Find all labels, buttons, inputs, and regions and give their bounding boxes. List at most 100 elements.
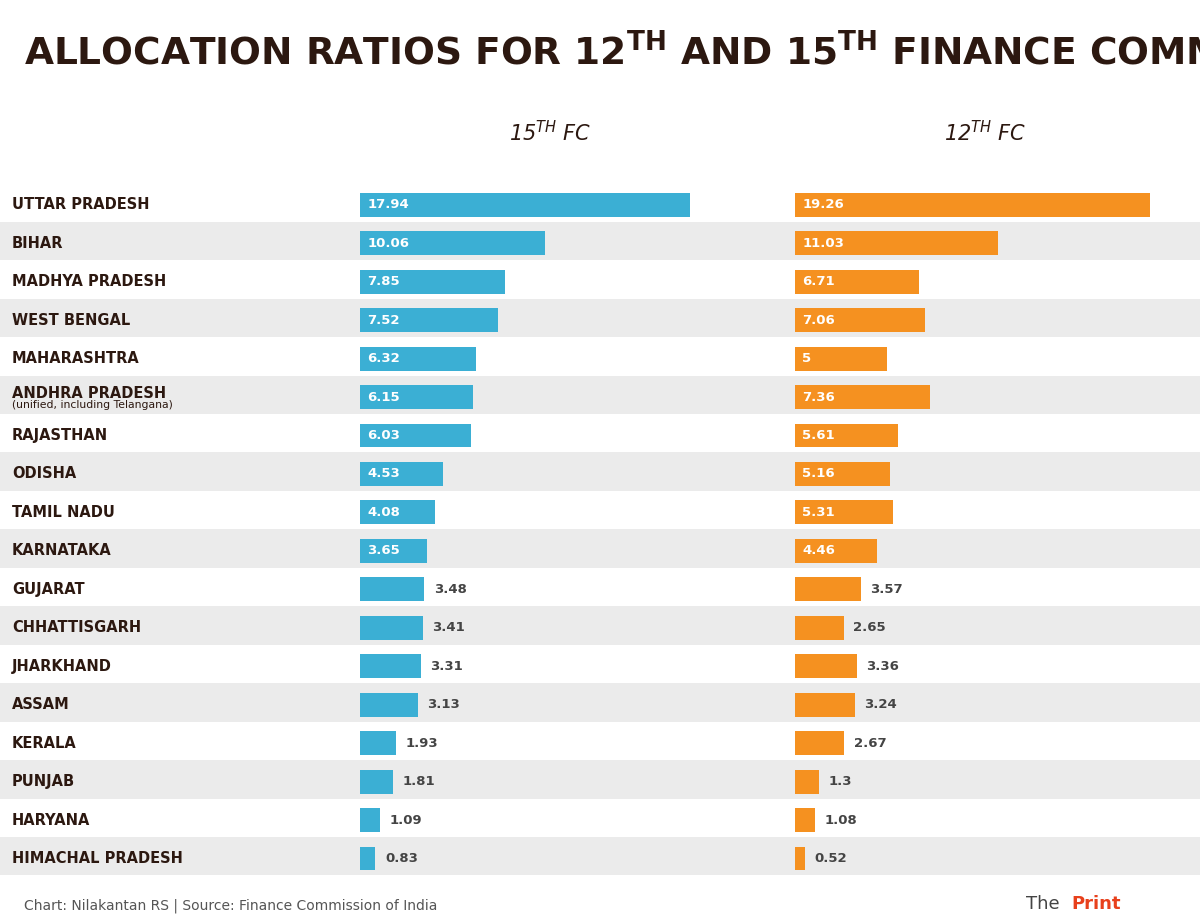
Bar [796, 270, 918, 294]
Text: UTTAR PRADESH: UTTAR PRADESH [12, 197, 150, 213]
Bar [360, 539, 427, 563]
Bar [0, 722, 1200, 760]
Text: 5.31: 5.31 [802, 506, 835, 519]
Bar [0, 337, 1200, 375]
Text: 5: 5 [802, 352, 811, 365]
Bar [796, 846, 804, 870]
Text: 12$^{\mathregular{TH}}$ FC: 12$^{\mathregular{TH}}$ FC [944, 120, 1027, 145]
Text: HARYANA: HARYANA [12, 812, 90, 828]
Bar [0, 760, 1200, 798]
Bar [360, 731, 396, 755]
Bar [360, 423, 472, 447]
Bar [0, 222, 1200, 261]
Bar [360, 462, 443, 486]
Text: 3.36: 3.36 [866, 660, 899, 673]
Text: 2.65: 2.65 [853, 621, 886, 634]
Bar [796, 654, 857, 678]
Text: 4.08: 4.08 [367, 506, 400, 519]
Bar [796, 808, 815, 832]
Text: 5.16: 5.16 [802, 468, 835, 480]
Bar [796, 770, 818, 794]
Bar [0, 606, 1200, 645]
Bar [360, 578, 424, 602]
Bar [796, 423, 899, 447]
Text: Print: Print [1072, 895, 1121, 913]
Text: HIMACHAL PRADESH: HIMACHAL PRADESH [12, 851, 182, 866]
Text: JHARKHAND: JHARKHAND [12, 659, 112, 674]
Bar [0, 453, 1200, 491]
Text: 6.03: 6.03 [367, 429, 400, 442]
Text: 3.41: 3.41 [432, 621, 466, 634]
Text: 7.06: 7.06 [802, 313, 835, 326]
Text: ANDHRA PRADESH: ANDHRA PRADESH [12, 385, 166, 401]
Text: 3.57: 3.57 [870, 583, 902, 596]
Text: KARNATAKA: KARNATAKA [12, 543, 112, 558]
Text: BIHAR: BIHAR [12, 236, 64, 250]
Bar [0, 261, 1200, 298]
Bar [0, 798, 1200, 837]
Bar [360, 501, 436, 524]
Text: 3.13: 3.13 [427, 699, 460, 711]
Bar [360, 616, 422, 639]
Text: 1.93: 1.93 [406, 736, 438, 749]
Text: 3.31: 3.31 [431, 660, 463, 673]
Bar [796, 731, 844, 755]
Bar [360, 693, 418, 717]
Bar [0, 183, 1200, 222]
Bar [360, 231, 545, 255]
Text: GUJARAT: GUJARAT [12, 582, 85, 597]
Text: TAMIL NADU: TAMIL NADU [12, 505, 115, 520]
Bar [796, 616, 844, 639]
Bar [0, 298, 1200, 337]
Bar [360, 770, 394, 794]
Text: 2.67: 2.67 [853, 736, 887, 749]
Text: MAHARASHTRA: MAHARASHTRA [12, 351, 139, 366]
Bar [796, 385, 930, 409]
Text: 7.85: 7.85 [367, 275, 400, 288]
Text: 1.81: 1.81 [403, 775, 436, 788]
Text: ALLOCATION RATIOS FOR 12$^{\mathregular{TH}}$ AND 15$^{\mathregular{TH}}$ FINANC: ALLOCATION RATIOS FOR 12$^{\mathregular{… [24, 32, 1200, 72]
Bar [360, 346, 476, 371]
Text: 6.15: 6.15 [367, 391, 400, 404]
Bar [796, 193, 1150, 216]
Bar [0, 645, 1200, 683]
Text: MADHYA PRADESH: MADHYA PRADESH [12, 274, 167, 289]
Text: 17.94: 17.94 [367, 199, 409, 212]
Bar [360, 309, 498, 332]
Text: 7.36: 7.36 [802, 391, 835, 404]
Text: ASSAM: ASSAM [12, 698, 70, 712]
Text: PUNJAB: PUNJAB [12, 774, 76, 789]
Bar [796, 539, 877, 563]
Text: 15$^{\mathregular{TH}}$ FC: 15$^{\mathregular{TH}}$ FC [509, 120, 592, 145]
Text: 19.26: 19.26 [802, 199, 844, 212]
Text: 6.32: 6.32 [367, 352, 400, 365]
Text: 1.09: 1.09 [390, 814, 422, 827]
Text: 1.3: 1.3 [828, 775, 852, 788]
Text: WEST BENGAL: WEST BENGAL [12, 312, 131, 328]
Bar [360, 808, 380, 832]
Text: 3.48: 3.48 [433, 583, 467, 596]
Text: (unified, including Telangana): (unified, including Telangana) [12, 400, 173, 410]
Text: 7.52: 7.52 [367, 313, 400, 326]
Bar [0, 837, 1200, 876]
Text: 11.03: 11.03 [802, 237, 844, 249]
Text: The: The [1026, 895, 1060, 913]
Bar [796, 578, 860, 602]
Bar [360, 846, 376, 870]
Text: 6.71: 6.71 [802, 275, 835, 288]
Text: 1.08: 1.08 [824, 814, 857, 827]
Bar [796, 309, 925, 332]
Text: 0.83: 0.83 [385, 852, 418, 865]
Bar [0, 683, 1200, 722]
Text: 4.53: 4.53 [367, 468, 400, 480]
Bar [360, 654, 421, 678]
Bar [360, 193, 690, 216]
Bar [796, 501, 893, 524]
Text: 0.52: 0.52 [814, 852, 847, 865]
Bar [796, 346, 887, 371]
Text: 3.24: 3.24 [864, 699, 896, 711]
Bar [0, 568, 1200, 606]
Bar [0, 529, 1200, 568]
Bar [0, 491, 1200, 529]
Bar [796, 462, 890, 486]
